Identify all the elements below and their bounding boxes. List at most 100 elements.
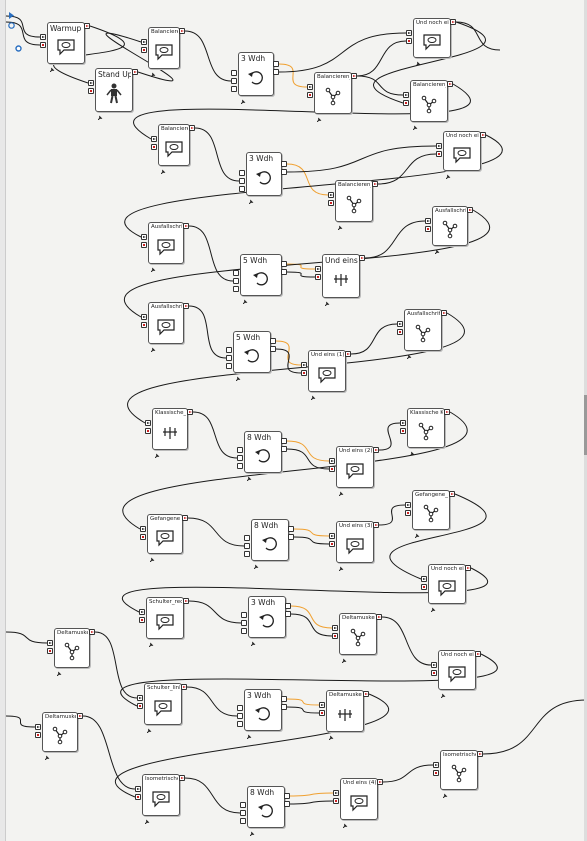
onstop-input-port[interactable] — [332, 633, 338, 639]
wrench-icon[interactable] — [242, 289, 248, 305]
onstop-input-port[interactable] — [141, 322, 147, 328]
output-port[interactable] — [288, 526, 294, 532]
onstop-input-port[interactable] — [301, 370, 307, 376]
onstop-input-port[interactable] — [307, 92, 313, 98]
onstop-input-port[interactable] — [433, 770, 439, 776]
onstart-input-port[interactable] — [406, 30, 412, 36]
onstopped-output-port[interactable] — [363, 691, 369, 697]
vertical-scrollbar[interactable] — [584, 0, 587, 841]
behavior-box[interactable]: Warmup — [47, 22, 85, 73]
wrench-icon[interactable] — [249, 821, 255, 837]
onstopped-output-port[interactable] — [189, 125, 195, 131]
onstop-input-port[interactable] — [145, 428, 151, 434]
onstart-input-port[interactable] — [141, 234, 147, 240]
onstopped-output-port[interactable] — [351, 73, 357, 79]
wrench-icon[interactable] — [56, 661, 62, 677]
behavior-box[interactable]: 8 Wdh — [251, 519, 289, 570]
output-port[interactable] — [281, 438, 287, 444]
behavior-box[interactable]: Balancieren_lir — [148, 27, 180, 78]
input-port[interactable] — [237, 721, 243, 727]
onstart-input-port[interactable] — [88, 80, 94, 86]
output-port[interactable] — [281, 446, 287, 452]
onstop-input-port[interactable] — [140, 534, 146, 540]
wrench-icon[interactable] — [150, 257, 156, 273]
onstopped-output-port[interactable] — [132, 69, 138, 75]
behavior-box[interactable]: Isometrisches — [440, 750, 478, 799]
onstopped-output-port[interactable] — [465, 565, 471, 571]
onstopped-output-port[interactable] — [480, 132, 486, 138]
wrench-icon[interactable] — [248, 189, 254, 205]
behavior-box[interactable]: Und eins (2) — [336, 446, 374, 497]
input-port[interactable] — [226, 355, 232, 361]
input-port[interactable] — [241, 628, 247, 634]
onstop-input-port[interactable] — [421, 584, 427, 590]
onstart-input-port[interactable] — [329, 458, 335, 464]
onstart-input-port[interactable] — [151, 136, 157, 142]
input-port[interactable] — [231, 78, 237, 84]
output-port[interactable] — [281, 696, 287, 702]
output-port[interactable] — [273, 61, 279, 67]
wrench-icon[interactable] — [324, 291, 330, 307]
behavior-box[interactable]: 5 Wdh — [233, 331, 271, 382]
onstopped-output-port[interactable] — [449, 491, 455, 497]
onstart-input-port[interactable] — [301, 362, 307, 368]
output-port[interactable] — [281, 269, 287, 275]
onstart-input-port[interactable] — [431, 662, 437, 668]
onstart-input-port[interactable] — [319, 702, 325, 708]
onstop-input-port[interactable] — [397, 329, 403, 335]
onstart-input-port[interactable] — [328, 192, 334, 198]
onstopped-output-port[interactable] — [179, 28, 185, 34]
onstopped-output-port[interactable] — [444, 409, 450, 415]
wrench-icon[interactable] — [150, 62, 156, 78]
behavior-box[interactable]: Und eins (1) — [308, 350, 346, 401]
onstart-input-port[interactable] — [332, 625, 338, 631]
onstop-input-port[interactable] — [333, 798, 339, 804]
onstopped-output-port[interactable] — [441, 310, 447, 316]
onstopped-output-port[interactable] — [373, 447, 379, 453]
behavior-box[interactable]: Gefangene K — [147, 514, 183, 563]
wrench-icon[interactable] — [415, 51, 421, 67]
behavior-box[interactable]: Ausfallschritt li — [148, 302, 184, 353]
wrench-icon[interactable] — [409, 441, 415, 457]
onstop-input-port[interactable] — [35, 732, 41, 738]
behavior-box[interactable]: Und eins — [322, 254, 360, 307]
behavior-box[interactable]: Gefangene_K — [412, 490, 450, 539]
onstop-input-port[interactable] — [436, 151, 442, 157]
onstart-input-port[interactable] — [421, 576, 427, 582]
onstart-input-port[interactable] — [135, 786, 141, 792]
onstopped-output-port[interactable] — [84, 23, 90, 29]
input-port[interactable] — [240, 818, 246, 824]
wrench-icon[interactable] — [154, 443, 160, 459]
input-port[interactable] — [241, 620, 247, 626]
input-port[interactable] — [233, 270, 239, 276]
behavior-box[interactable]: Deltamuskel R — [42, 712, 78, 761]
scrollbar-thumb[interactable] — [584, 395, 587, 455]
onstop-input-port[interactable] — [431, 670, 437, 676]
onstopped-output-port[interactable] — [372, 181, 378, 187]
onstart-input-port[interactable] — [145, 420, 151, 426]
output-port[interactable] — [284, 793, 290, 799]
onstop-input-port[interactable] — [329, 466, 335, 472]
behavior-box[interactable]: Klassische_Kni — [152, 408, 188, 459]
input-port[interactable] — [237, 463, 243, 469]
wrench-icon[interactable] — [342, 813, 348, 829]
onstart-input-port[interactable] — [400, 420, 406, 426]
wrench-icon[interactable] — [49, 57, 55, 73]
output-port[interactable] — [281, 704, 287, 710]
onstopped-output-port[interactable] — [187, 409, 193, 415]
output-port[interactable] — [270, 338, 276, 344]
onstop-input-port[interactable] — [406, 38, 412, 44]
wrench-icon[interactable] — [250, 631, 256, 647]
behavior-box[interactable]: 8 Wdh — [244, 431, 282, 482]
onstopped-output-port[interactable] — [359, 255, 365, 261]
behavior-box[interactable]: Ausfallschritt l — [148, 222, 184, 273]
behavior-box[interactable]: Balancieren_l — [314, 72, 352, 123]
wrench-icon[interactable] — [440, 683, 446, 699]
behavior-box[interactable]: Und eins (4) — [340, 778, 378, 829]
output-port[interactable] — [281, 161, 287, 167]
wrench-icon[interactable] — [434, 239, 440, 255]
behavior-box[interactable]: 3 Wdh — [246, 152, 282, 205]
onstopped-output-port[interactable] — [345, 351, 351, 357]
behavior-box[interactable]: Und noch ein — [443, 131, 481, 180]
